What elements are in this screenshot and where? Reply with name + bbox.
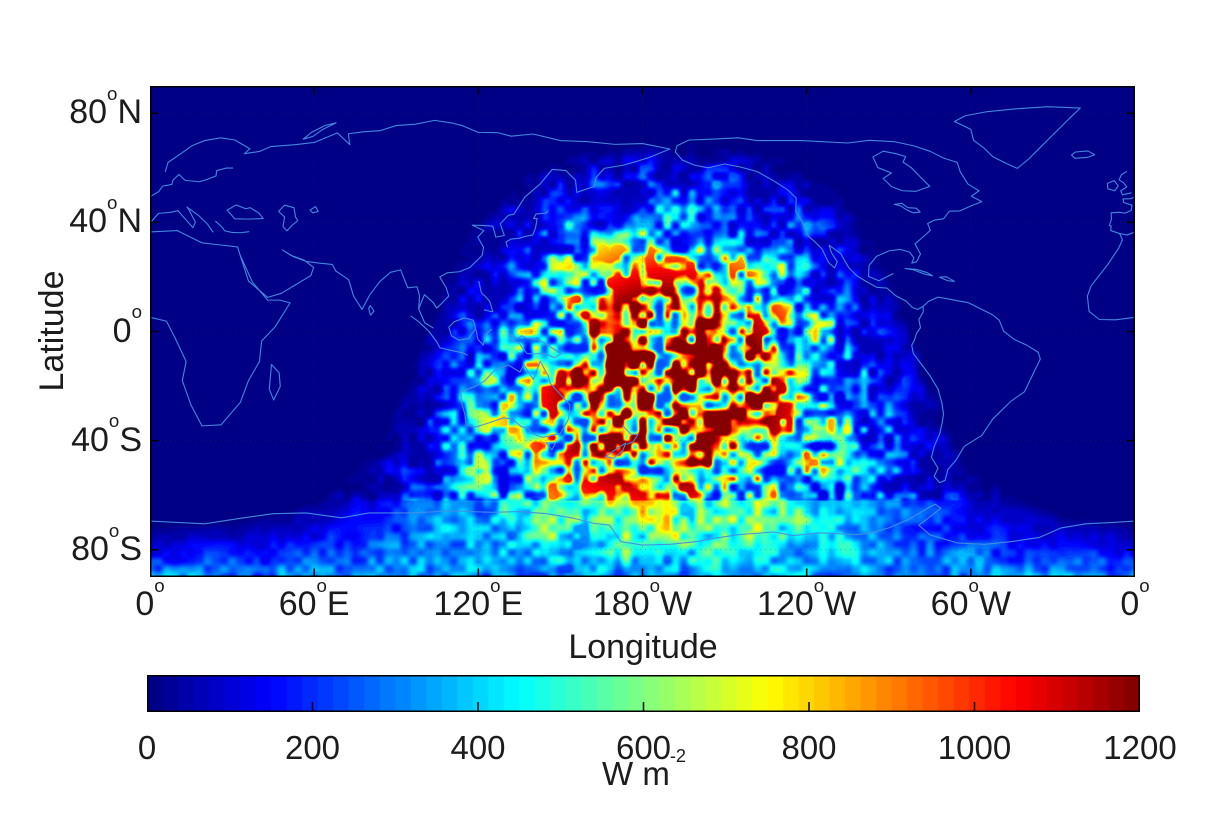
colorbar-unit-label: W m-2 [602, 747, 686, 794]
y-tick-label: 80oS [71, 519, 142, 568]
degree-superscript: o [107, 83, 118, 105]
colorbar-tick-label: 600 [615, 729, 672, 766]
x-tick-label: 0o [135, 574, 165, 623]
x-tick-label: 60oE [278, 574, 350, 623]
degree-superscript: o [649, 574, 661, 596]
degree-superscript: o [968, 574, 979, 596]
y-tick-label: 80oN [69, 83, 142, 132]
colorbar-tick-label: 800 [781, 729, 837, 766]
colorbar [147, 675, 1140, 712]
x-tick-label: 120oW [757, 574, 857, 623]
y-tick-label: 0o [112, 301, 142, 350]
y-tick-label: 40oS [71, 410, 142, 459]
colorbar-tick-label: 200 [284, 729, 341, 766]
x-tick-label: 180oW [592, 574, 693, 623]
x-tick-label: 60oW [930, 574, 1011, 623]
colorbar-tick-label: 1000 [937, 729, 1012, 766]
x-axis-title: Longitude [568, 628, 718, 666]
degree-superscript: o [1139, 574, 1150, 596]
degree-superscript: o [108, 519, 120, 541]
irradiance-heatmap-map [150, 86, 1135, 577]
colorbar-tick-label: 400 [450, 729, 506, 766]
degree-superscript: o [107, 192, 118, 214]
colorbar-unit-exponent: -2 [669, 746, 686, 767]
degree-superscript: o [131, 301, 142, 323]
degree-superscript: o [813, 574, 825, 596]
degree-superscript: o [108, 410, 120, 432]
degree-superscript: o [316, 574, 327, 596]
degree-superscript: o [490, 574, 501, 596]
colorbar-tick-label: 0 [137, 729, 157, 766]
colorbar-unit-base: W m [602, 755, 670, 792]
y-tick-label: 40oN [69, 192, 142, 241]
x-tick-label: 120oE [433, 574, 524, 623]
x-tick-label: 0o [1120, 574, 1150, 623]
degree-superscript: o [154, 574, 165, 596]
colorbar-tick-label: 1200 [1103, 729, 1177, 766]
